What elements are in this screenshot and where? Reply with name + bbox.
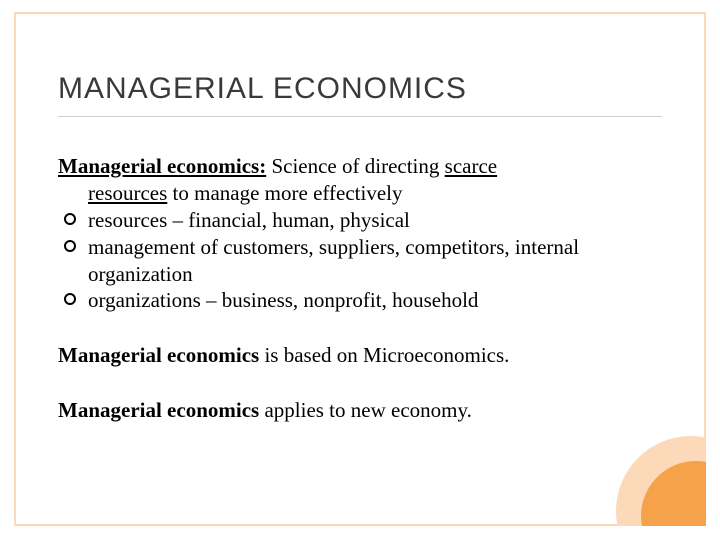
- bullet-text: resources – financial, human, physical: [88, 207, 662, 234]
- definition-line2: resources to manage more effectively: [58, 180, 662, 207]
- para2-bold: Managerial economics: [58, 343, 259, 367]
- definition-text-1: Science of directing: [266, 154, 444, 178]
- bullet-ring-icon: [64, 234, 88, 252]
- definition-text-2: to manage more effectively: [167, 181, 402, 205]
- para2-rest: is based on Microeconomics.: [259, 343, 509, 367]
- definition-paragraph: Managerial economics: Science of directi…: [58, 153, 662, 180]
- slide-title: MANAGERIAL ECONOMICS: [58, 72, 662, 117]
- list-item: management of customers, suppliers, comp…: [58, 234, 662, 288]
- paragraph-3: Managerial economics applies to new econ…: [58, 397, 662, 424]
- bullet-ring-icon: [64, 287, 88, 305]
- bullet-ring-icon: [64, 207, 88, 225]
- bullet-text: management of customers, suppliers, comp…: [88, 234, 662, 288]
- para3-rest: applies to new economy.: [259, 398, 472, 422]
- paragraph-2: Managerial economics is based on Microec…: [58, 342, 662, 369]
- list-item: resources – financial, human, physical: [58, 207, 662, 234]
- slide-content: MANAGERIAL ECONOMICS Managerial economic…: [14, 12, 706, 526]
- list-item: organizations – business, nonprofit, hou…: [58, 287, 662, 314]
- bullet-text: organizations – business, nonprofit, hou…: [88, 287, 662, 314]
- para3-bold: Managerial economics: [58, 398, 259, 422]
- definition-underlined-2: resources: [88, 181, 167, 205]
- bullet-list: resources – financial, human, physical m…: [58, 207, 662, 315]
- definition-term: Managerial economics:: [58, 154, 266, 178]
- definition-underlined-1: scarce: [445, 154, 497, 178]
